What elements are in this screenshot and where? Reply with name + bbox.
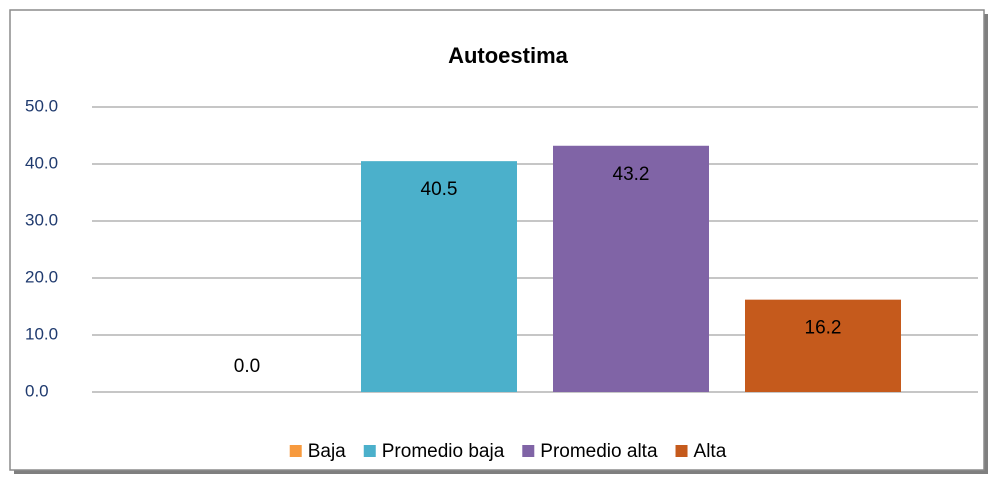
y-tick-label: 40.0 bbox=[25, 153, 58, 172]
legend-label: Promedio baja bbox=[382, 441, 505, 462]
legend-swatch bbox=[289, 445, 302, 457]
chart-title: Autoestima bbox=[448, 43, 569, 68]
value-label: 0.0 bbox=[234, 356, 260, 377]
bar bbox=[553, 145, 709, 392]
value-label: 40.5 bbox=[421, 179, 458, 200]
legend-swatch bbox=[675, 445, 688, 457]
bar bbox=[745, 299, 901, 392]
legend-swatch bbox=[363, 445, 376, 457]
legend-label: Baja bbox=[308, 441, 346, 462]
legend-swatch bbox=[522, 445, 535, 457]
y-tick-label: 0.0 bbox=[25, 381, 49, 400]
y-tick-label: 10.0 bbox=[25, 324, 58, 343]
legend-label: Alta bbox=[694, 441, 727, 462]
y-tick-label: 20.0 bbox=[25, 267, 58, 286]
legend-label: Promedio alta bbox=[540, 441, 658, 462]
y-tick-label: 50.0 bbox=[25, 96, 58, 115]
value-label: 16.2 bbox=[805, 318, 842, 339]
bar bbox=[361, 161, 517, 392]
y-tick-label: 30.0 bbox=[25, 210, 58, 229]
value-label: 43.2 bbox=[613, 164, 650, 185]
